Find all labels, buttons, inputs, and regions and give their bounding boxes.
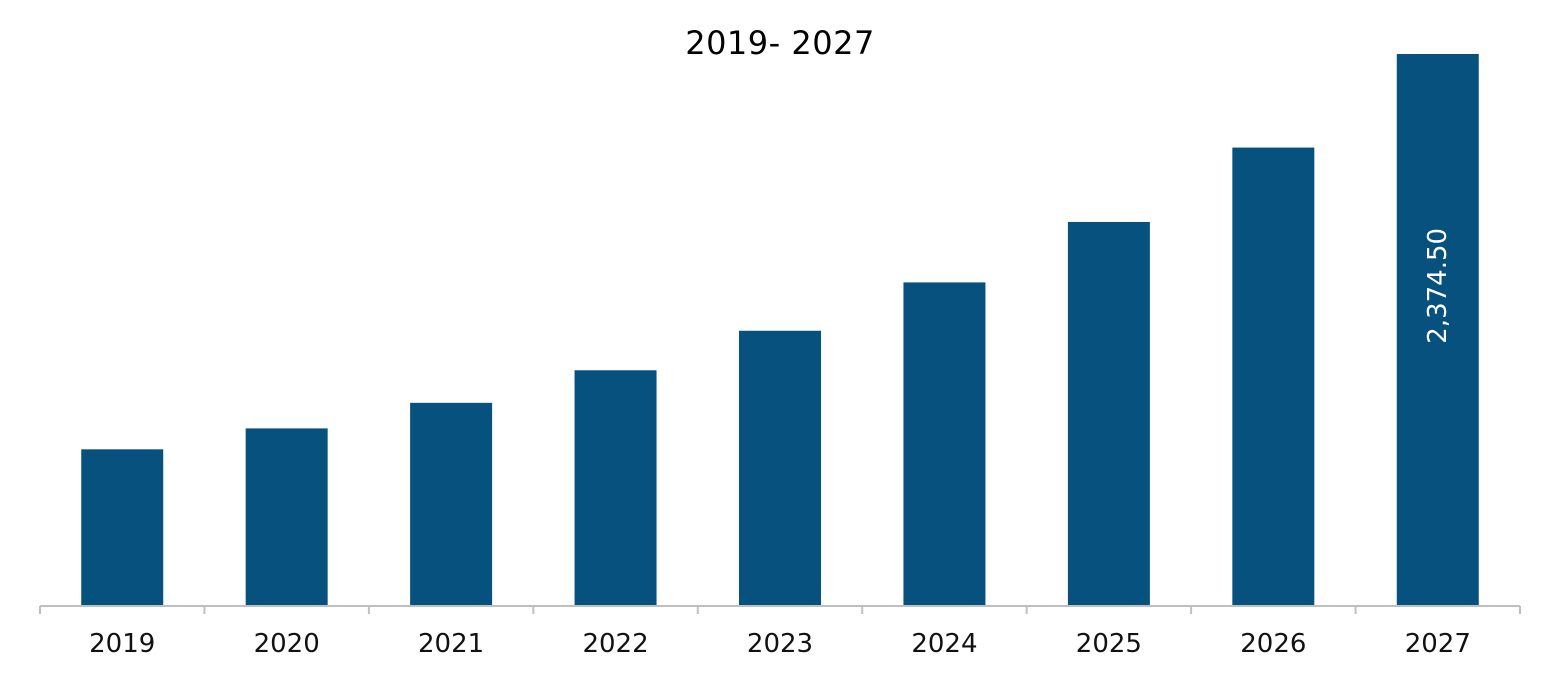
x-axis: [39, 605, 1521, 614]
bar-2022: [574, 370, 657, 606]
labels-layer: 2019 2020 2021 2022 2023 2024 2025 2026 2027 2,37…: [89, 228, 1471, 659]
x-tick-label: 2025: [1076, 629, 1142, 659]
bar-2023: [739, 330, 821, 606]
bar-2026: [1232, 147, 1315, 607]
x-tick-label: 2021: [418, 629, 484, 659]
bar-2025: [1067, 221, 1150, 606]
x-tick-label: 2026: [1240, 629, 1306, 659]
bar-2024: [903, 282, 986, 606]
bar-2020: [245, 428, 328, 606]
x-tick-label: 2020: [254, 629, 320, 659]
chart-title: 2019- 2027: [685, 24, 875, 62]
bar-2019: [81, 449, 164, 606]
bar-2027: [1396, 54, 1479, 606]
x-tick-label: 2022: [582, 629, 648, 659]
x-tick-label: 2023: [747, 629, 813, 659]
x-tick-label: 2024: [911, 629, 977, 659]
x-tick-label: 2019: [89, 629, 155, 659]
data-label-2027: 2,374.50: [1423, 228, 1453, 344]
bar-2021: [410, 402, 493, 606]
x-tick-label: 2027: [1405, 629, 1471, 659]
bars-layer: [81, 54, 1479, 607]
